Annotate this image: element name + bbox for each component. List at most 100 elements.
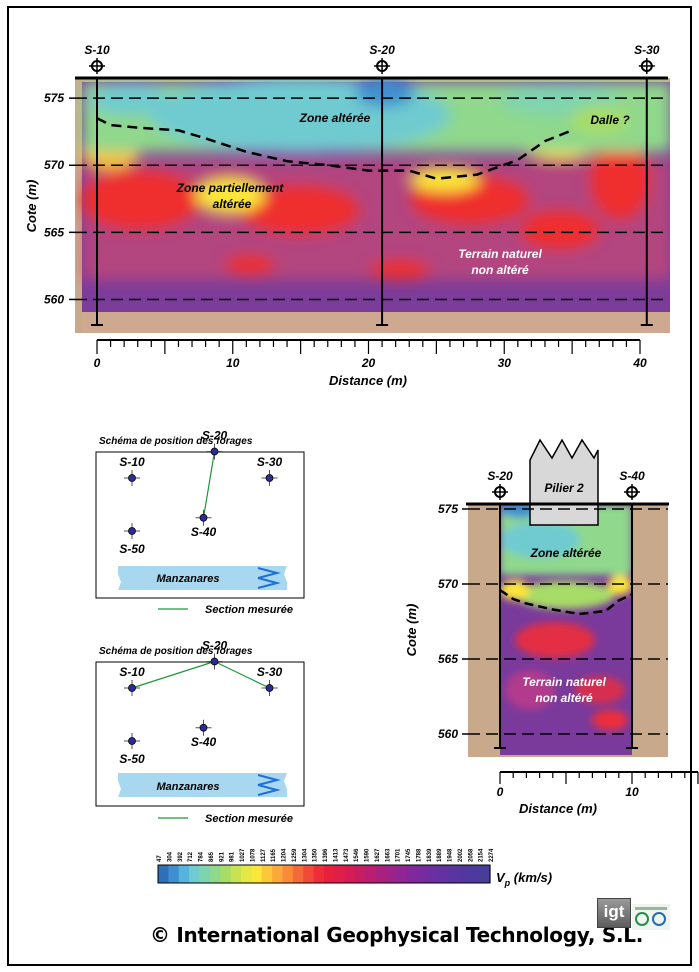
plan-points: S-10 S-20 S-30 S-40 S-50 xyxy=(119,639,282,767)
detail-elevation-gridlines xyxy=(468,508,668,735)
colorbar-tick-label: 304 xyxy=(167,851,173,862)
borehole-point-icon xyxy=(199,723,208,732)
colorbar-cell xyxy=(282,865,294,883)
x-tick-label: 40 xyxy=(632,356,647,370)
borehole-label: S-30 xyxy=(257,665,283,679)
borehole-point-icon xyxy=(265,474,274,482)
y-tick-label: 575 xyxy=(44,91,64,105)
colorbar-tick-label: 1839 xyxy=(427,848,433,862)
section-line xyxy=(131,660,215,689)
main-section-chart: S-10 S-20 S-30 575 570 565 560 0 10 20 30 40 Zone… xyxy=(24,43,670,388)
detail-x-axis-label: Distance (m) xyxy=(519,801,597,816)
colorbar-cell xyxy=(199,865,211,883)
x-tick-label: 10 xyxy=(226,356,240,370)
colorbar-cell xyxy=(375,865,387,883)
colorbar-tick-label: 1127 xyxy=(261,848,267,862)
river-flow-arrow xyxy=(257,774,281,796)
site-plan-2: Schéma de position des forages Manzanare… xyxy=(95,639,305,825)
y-tick-label: 565 xyxy=(438,652,458,666)
annotation-non-altere: non altéré xyxy=(471,263,529,277)
colorbar-cell xyxy=(209,865,221,883)
main-boreholes: S-10 S-20 S-30 xyxy=(84,43,660,326)
borehole-point-icon xyxy=(128,737,136,745)
y-tick-label: 570 xyxy=(44,158,64,172)
detail-annotation-zone-alteree: Zone altérée xyxy=(530,546,602,560)
legend-label: Section mesurée xyxy=(205,604,293,616)
colorbar-cell xyxy=(230,865,242,883)
y-tick-label: 570 xyxy=(438,577,458,591)
colorbar-tick-label: 2154 xyxy=(479,848,485,862)
colorbar-tick-label: 1745 xyxy=(406,848,412,862)
y-tick-label: 560 xyxy=(438,727,458,741)
x-tick-label: 0 xyxy=(497,785,504,799)
colorbar-tick-label: 2058 xyxy=(468,848,474,862)
colorbar-cell xyxy=(158,865,169,883)
colorbar-tick-label: 1413 xyxy=(333,848,339,862)
borehole-label: S-40 xyxy=(619,469,645,483)
borehole-label: S-10 xyxy=(119,455,145,469)
section-line xyxy=(202,451,216,518)
detail-boreholes: S-20 S-40 xyxy=(487,469,645,749)
colorbar-tick-label: 1889 xyxy=(437,848,443,862)
main-elevation-gridlines xyxy=(75,76,668,301)
site-plan-1: Schéma de position des forages Manzanare… xyxy=(95,429,305,616)
colorbar-tick-label: 712 xyxy=(188,851,194,862)
colorbar-cell xyxy=(417,865,429,883)
colorbar-cell xyxy=(313,865,325,883)
borehole-label: S-20 xyxy=(369,43,395,57)
colorbar-cell xyxy=(396,865,408,883)
borehole-point-icon xyxy=(199,513,208,522)
colorbar-tick-label: 1204 xyxy=(282,848,288,862)
main-y-tick-labels: 575 570 565 560 xyxy=(44,91,75,306)
colorbar-tick-label: 1627 xyxy=(375,848,381,862)
annotation-terrain-naturel: Terrain naturel xyxy=(458,247,542,261)
colorbar-tick-label: 392 xyxy=(178,851,184,862)
annotation-dalle: Dalle ? xyxy=(590,113,630,127)
colorbar-cell xyxy=(178,865,190,883)
x-tick-label: 20 xyxy=(361,356,376,370)
colorbar-cell xyxy=(168,865,180,883)
colorbar-tick-label: 1304 xyxy=(302,848,308,862)
colorbar-cell xyxy=(448,865,460,883)
colorbar-tick-label: 921 xyxy=(219,851,225,862)
borehole-label: S-10 xyxy=(119,665,145,679)
colorbar-cell xyxy=(324,865,335,883)
borehole-label: S-40 xyxy=(191,525,217,539)
colorbar-tick-label: 1078 xyxy=(250,848,256,862)
igt-logo: igt xyxy=(597,898,631,928)
colorbar-cell xyxy=(469,865,481,883)
river-shape xyxy=(118,773,287,797)
river-label: Manzanares xyxy=(157,573,220,585)
colorbar-cell xyxy=(438,865,450,883)
colorbar-cell xyxy=(386,865,398,883)
colorbar-tick-label: 1546 xyxy=(354,848,360,862)
x-tick-label: 0 xyxy=(94,356,101,370)
main-weathering-interface xyxy=(96,117,573,180)
plan-title: Schéma de position des forages xyxy=(99,646,253,657)
river-flow-arrow xyxy=(257,567,281,589)
colorbar-tick-label: 1350 xyxy=(313,848,319,862)
detail-annotation-non-altere: non altéré xyxy=(535,691,593,705)
colorbar-tick-label: 1701 xyxy=(396,848,402,862)
colorbar-cell xyxy=(479,865,491,883)
detail-y-tick-labels: 575 570 565 560 xyxy=(438,502,468,741)
main-tomogram xyxy=(75,78,670,333)
copyright-footer: © International Geophysical Technology, … xyxy=(150,923,644,947)
colorbar-cell xyxy=(334,865,346,883)
x-tick-label: 30 xyxy=(498,356,512,370)
borehole-label: S-20 xyxy=(202,429,228,443)
colorbar-tick-label: 1788 xyxy=(416,848,422,862)
borehole-point-icon xyxy=(210,657,219,666)
colorbar-tick-label: 1590 xyxy=(365,848,371,862)
detail-y-axis-label: Cote (m) xyxy=(404,604,419,657)
colorbar-tick-label: 2274 xyxy=(489,848,495,862)
colorbar-tick-label: 1663 xyxy=(385,848,391,862)
plan-title: Schéma de position des forages xyxy=(99,436,253,447)
main-x-axis: 0 10 20 30 40 xyxy=(94,339,647,370)
colorbar-tick-label: 47 xyxy=(157,855,163,862)
pillar-label: Pilier 2 xyxy=(544,481,584,495)
plan-points: S-10 S-20 S-30 S-40 S-50 xyxy=(119,429,282,557)
partner-logo-icon xyxy=(632,904,670,930)
borehole-point-icon xyxy=(128,474,136,482)
colorbar-cell xyxy=(272,865,284,883)
